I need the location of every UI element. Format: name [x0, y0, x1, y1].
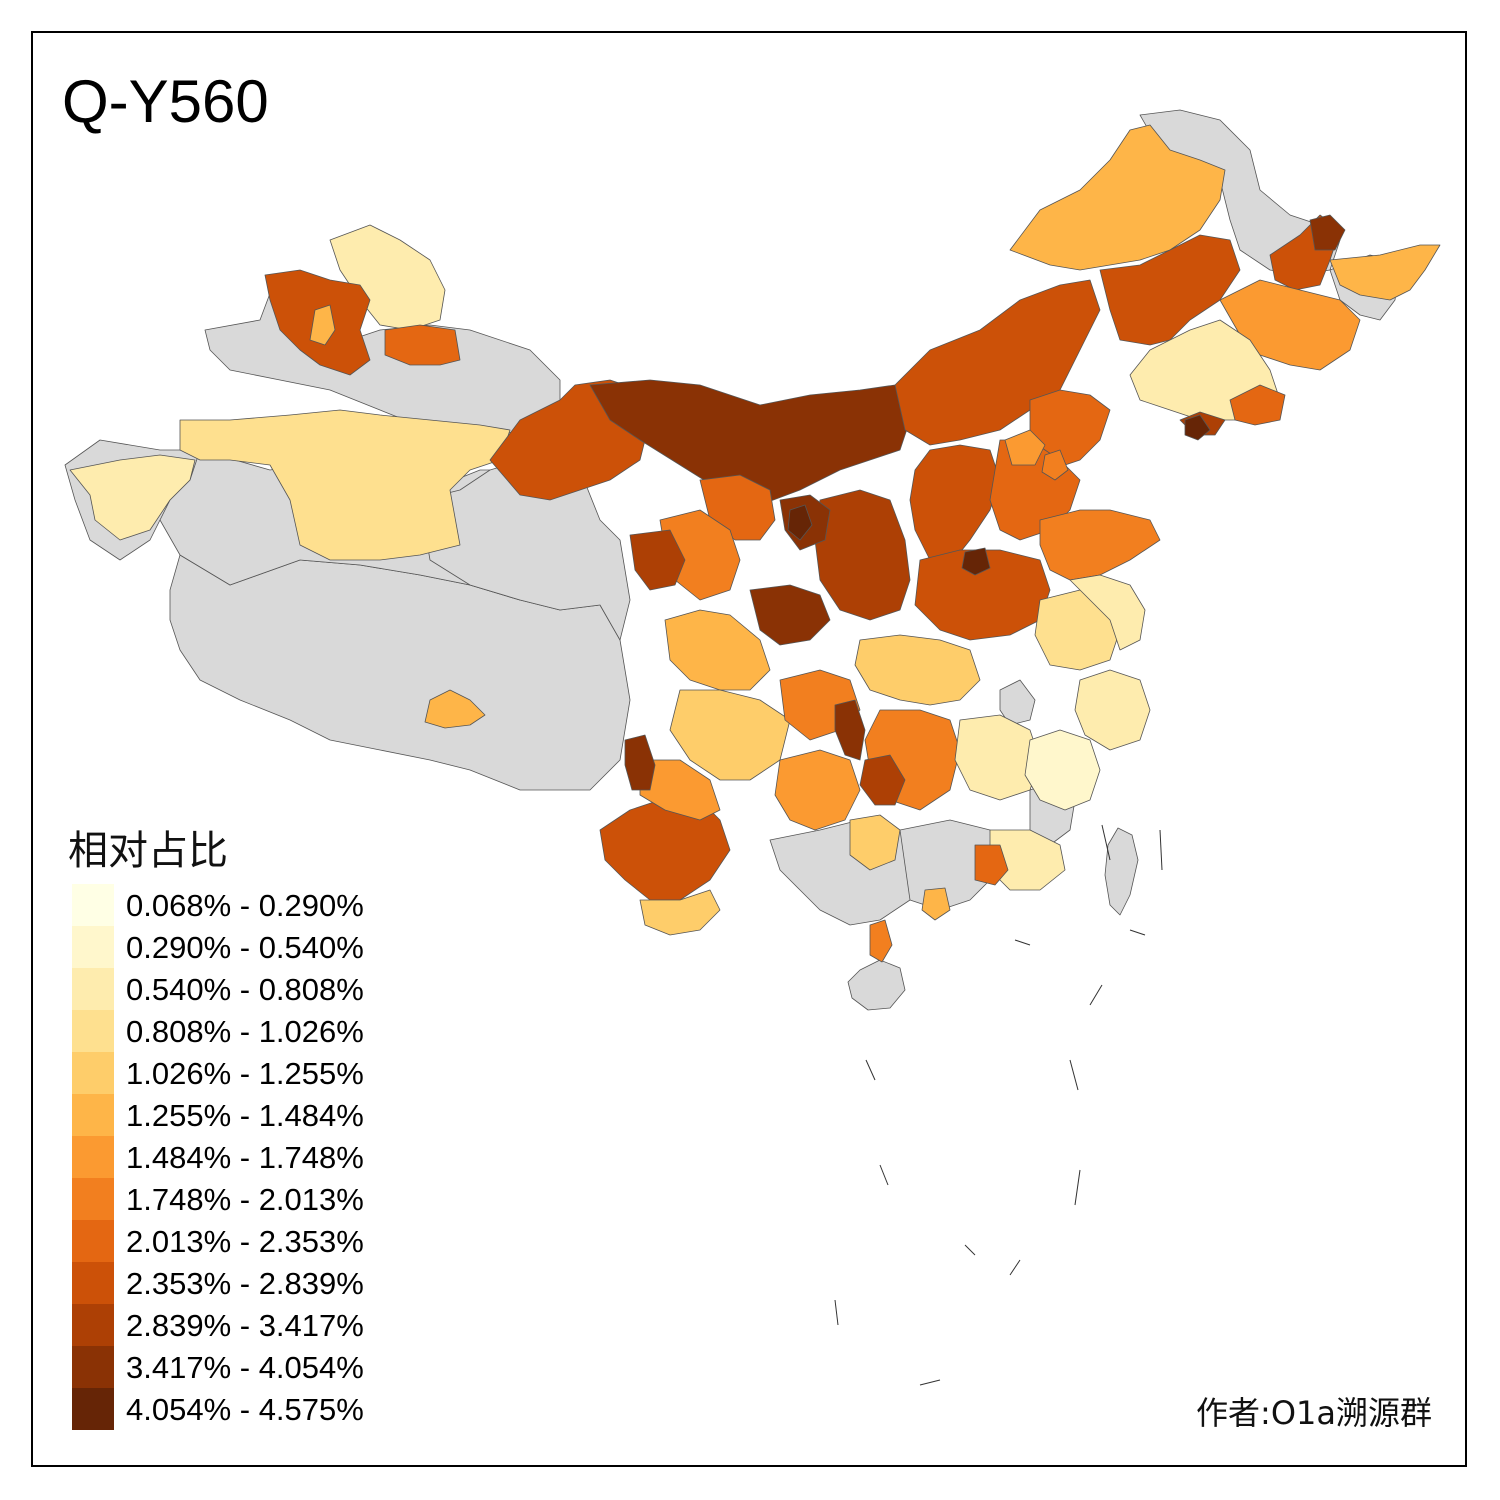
- jiangxi-region: [954, 714, 1041, 801]
- legend-label: 0.068% - 0.290%: [126, 888, 364, 923]
- legend-label: 1.484% - 1.748%: [126, 1140, 364, 1175]
- legend-swatch: [72, 1304, 114, 1346]
- songyuan-dark-region: [1184, 414, 1211, 441]
- legend-swatch: [72, 1262, 114, 1304]
- legend-swatch: [72, 1346, 114, 1388]
- xinjiang-central-region: [179, 409, 511, 561]
- nujiang-dark-region: [624, 734, 656, 791]
- ngari-patch: [424, 689, 486, 729]
- legend-label: 1.026% - 1.255%: [126, 1056, 364, 1091]
- inner-mongolia-central-region: [894, 279, 1101, 446]
- legend-swatch: [72, 1178, 114, 1220]
- island-outline: [1014, 939, 1031, 946]
- island-outline: [919, 1379, 941, 1386]
- legend-swatch: [72, 926, 114, 968]
- yanbian-dark-region: [1309, 214, 1346, 251]
- island-outline: [1159, 829, 1163, 871]
- kashgar-region: [69, 454, 196, 541]
- legend-label: 1.748% - 2.013%: [126, 1182, 364, 1217]
- longnan-region: [749, 584, 831, 646]
- taiwan-island: [1104, 827, 1139, 916]
- legend-swatch: [72, 968, 114, 1010]
- island-outline: [879, 1164, 889, 1186]
- zhanjiang-region: [869, 919, 893, 963]
- guizhou-region: [774, 749, 861, 831]
- legend-title: 相对占比: [68, 828, 228, 874]
- island-outline: [834, 1299, 839, 1326]
- guangzhou-region: [921, 887, 951, 921]
- legend-label: 0.808% - 1.026%: [126, 1014, 364, 1049]
- legend-label: 2.013% - 2.353%: [126, 1224, 364, 1259]
- island-outline: [1101, 824, 1111, 861]
- anyang-dark-region: [961, 547, 991, 576]
- guangdong-west-region: [899, 819, 1001, 911]
- island-outline: [865, 1059, 876, 1081]
- shanxi-region: [909, 444, 1001, 566]
- legend-swatch: [72, 1094, 114, 1136]
- island-outline: [964, 1244, 976, 1256]
- xiangxi-dark-region: [834, 699, 866, 761]
- liaodong-region: [1229, 384, 1286, 426]
- sichuan-central-region: [669, 689, 791, 781]
- legend-swatch: [72, 1136, 114, 1178]
- map-title: Q-Y560: [62, 68, 269, 135]
- guilin-region: [849, 814, 901, 871]
- legend-label: 4.054% - 4.575%: [126, 1392, 364, 1427]
- legend-swatch: [72, 1052, 114, 1094]
- wuzhong-xinjiang-patch: [309, 304, 336, 346]
- hubei-region: [854, 634, 981, 706]
- legend-label: 3.417% - 4.054%: [126, 1350, 364, 1385]
- legend-swatch: [72, 1010, 114, 1052]
- yunnan-south-region: [639, 889, 721, 936]
- shaanxi-region: [814, 489, 911, 621]
- hainan-island: [847, 959, 906, 1011]
- haixi-patch: [629, 529, 686, 591]
- legend-label: 0.540% - 0.808%: [126, 972, 364, 1007]
- shandong-region: [1039, 509, 1161, 581]
- legend-swatch: [72, 1388, 114, 1430]
- legend-swatch: [72, 884, 114, 926]
- heilongjiang-far-east-region: [1329, 244, 1441, 301]
- legend-label: 2.353% - 2.839%: [126, 1266, 364, 1301]
- legend-label: 2.839% - 3.417%: [126, 1308, 364, 1343]
- hetao-dark-region: [787, 504, 813, 541]
- jiangxi-gap-region: [999, 679, 1036, 726]
- tacheng-region: [384, 324, 461, 366]
- hulunbuir-region: [1009, 124, 1226, 271]
- jiangsu-region: [1069, 574, 1146, 651]
- fujian-region: [1024, 729, 1101, 811]
- legend-label: 0.290% - 0.540%: [126, 930, 364, 965]
- huaihua-dark-region: [859, 754, 906, 806]
- yunnan-north-region: [639, 759, 721, 821]
- island-outline: [1069, 1059, 1079, 1091]
- map-frame: [31, 31, 1467, 1467]
- shaoguan-region: [974, 844, 1009, 886]
- beijing-area: [1004, 429, 1046, 466]
- island-outline: [1089, 984, 1103, 1006]
- author-credit: 作者:O1a溯源群: [1196, 1394, 1432, 1432]
- tianjin-area: [1041, 449, 1069, 481]
- island-outline: [1009, 1259, 1021, 1276]
- zhejiang-region: [1074, 669, 1151, 751]
- island-outline: [1074, 1169, 1081, 1206]
- sichuan-north-region: [664, 609, 771, 691]
- island-outline: [1129, 929, 1146, 936]
- legend-swatch: [72, 1220, 114, 1262]
- legend-label: 1.255% - 1.484%: [126, 1098, 364, 1133]
- inner-mongolia-west-region: [589, 379, 911, 506]
